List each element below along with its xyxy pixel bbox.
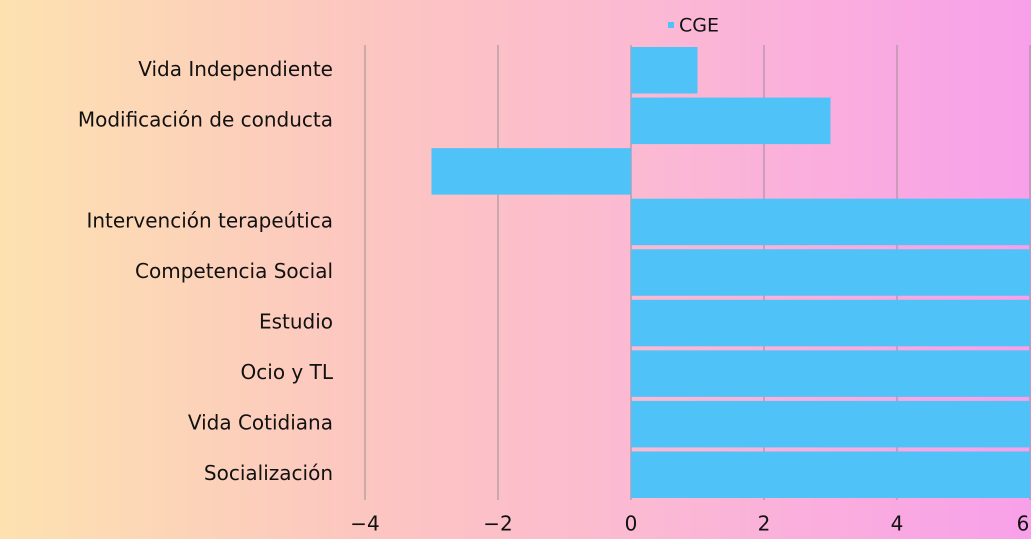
y-tick-label: Modificación de conducta <box>78 107 333 131</box>
legend-swatch <box>668 22 674 28</box>
y-tick-label: Estudio <box>259 310 333 334</box>
y-tick-label: Vida Cotidiana <box>188 411 333 435</box>
x-tick-label: 0 <box>625 512 638 536</box>
y-tick-label: Socialización <box>204 461 333 485</box>
bar <box>631 47 698 94</box>
bar <box>631 400 1030 448</box>
x-tick-label: 6 <box>1017 512 1030 536</box>
x-tick-label: 2 <box>758 512 771 536</box>
x-tick-label: −4 <box>350 512 379 536</box>
y-tick-label: Intervención terapeútica <box>86 208 333 232</box>
bar <box>631 249 1030 296</box>
y-tick-label: Competencia Social <box>135 259 333 283</box>
bar <box>631 198 1030 246</box>
bar <box>631 451 1030 498</box>
legend-label: CGE <box>679 15 719 37</box>
bar <box>631 350 1030 397</box>
x-tick-label: −2 <box>483 512 512 536</box>
y-tick-label: Vida Independiente <box>138 57 333 81</box>
bar <box>631 97 831 145</box>
y-tick-label: Ocio y TL <box>241 360 334 384</box>
bar <box>631 299 1030 347</box>
bar <box>431 148 631 195</box>
x-tick-label: 4 <box>891 512 904 536</box>
